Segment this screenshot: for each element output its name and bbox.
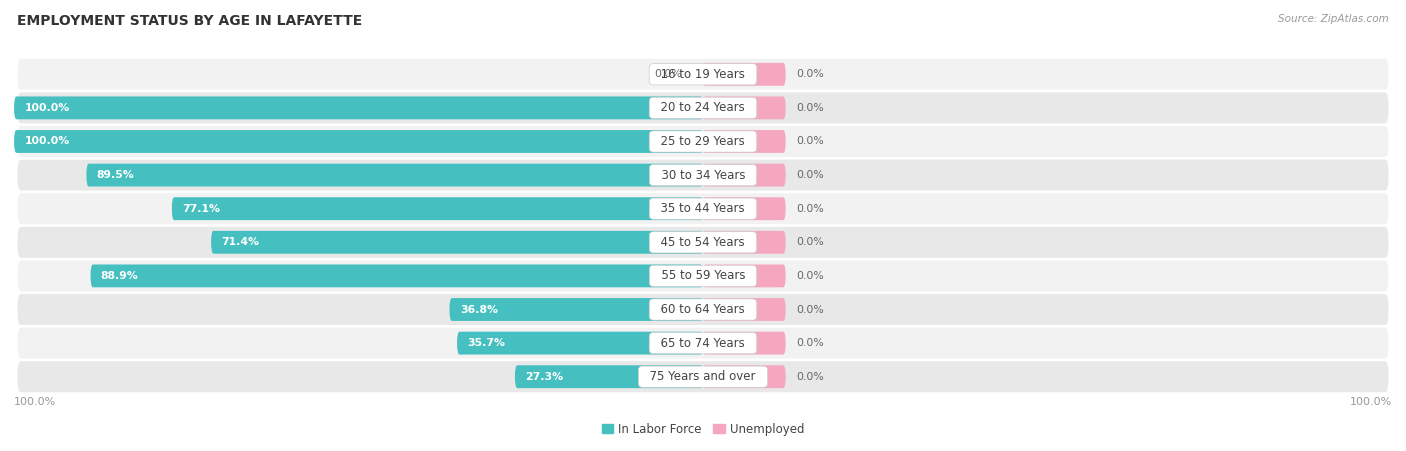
- Text: 0.0%: 0.0%: [796, 170, 824, 180]
- FancyBboxPatch shape: [703, 298, 786, 321]
- Text: 0.0%: 0.0%: [796, 372, 824, 382]
- FancyBboxPatch shape: [17, 92, 1389, 123]
- Text: 100.0%: 100.0%: [1350, 397, 1392, 407]
- Text: 0.0%: 0.0%: [796, 69, 824, 79]
- Text: 77.1%: 77.1%: [183, 204, 221, 214]
- Text: 100.0%: 100.0%: [24, 103, 70, 113]
- FancyBboxPatch shape: [703, 197, 786, 220]
- FancyBboxPatch shape: [17, 294, 1389, 325]
- FancyBboxPatch shape: [515, 365, 703, 388]
- Text: 25 to 29 Years: 25 to 29 Years: [654, 135, 752, 148]
- FancyBboxPatch shape: [703, 231, 786, 254]
- FancyBboxPatch shape: [450, 298, 703, 321]
- FancyBboxPatch shape: [172, 197, 703, 220]
- Text: 35 to 44 Years: 35 to 44 Years: [654, 202, 752, 215]
- FancyBboxPatch shape: [703, 331, 786, 354]
- Text: 0.0%: 0.0%: [796, 304, 824, 314]
- Text: 88.9%: 88.9%: [101, 271, 139, 281]
- Text: 0.0%: 0.0%: [796, 237, 824, 247]
- Text: 16 to 19 Years: 16 to 19 Years: [654, 68, 752, 81]
- Text: 20 to 24 Years: 20 to 24 Years: [654, 101, 752, 115]
- FancyBboxPatch shape: [211, 231, 703, 254]
- Text: 100.0%: 100.0%: [14, 397, 56, 407]
- Text: 36.8%: 36.8%: [460, 304, 498, 314]
- Legend: In Labor Force, Unemployed: In Labor Force, Unemployed: [602, 423, 804, 436]
- FancyBboxPatch shape: [17, 126, 1389, 157]
- Text: 0.0%: 0.0%: [796, 204, 824, 214]
- Text: 0.0%: 0.0%: [796, 338, 824, 348]
- FancyBboxPatch shape: [17, 328, 1389, 359]
- Text: Source: ZipAtlas.com: Source: ZipAtlas.com: [1278, 14, 1389, 23]
- FancyBboxPatch shape: [703, 97, 786, 120]
- Text: 27.3%: 27.3%: [526, 372, 564, 382]
- Text: 35.7%: 35.7%: [467, 338, 505, 348]
- FancyBboxPatch shape: [703, 264, 786, 287]
- Text: 71.4%: 71.4%: [221, 237, 260, 247]
- FancyBboxPatch shape: [703, 365, 786, 388]
- FancyBboxPatch shape: [14, 97, 703, 120]
- FancyBboxPatch shape: [86, 164, 703, 187]
- FancyBboxPatch shape: [703, 63, 786, 86]
- Text: 100.0%: 100.0%: [24, 137, 70, 147]
- Text: 55 to 59 Years: 55 to 59 Years: [654, 269, 752, 282]
- FancyBboxPatch shape: [90, 264, 703, 287]
- Text: 30 to 34 Years: 30 to 34 Years: [654, 169, 752, 182]
- FancyBboxPatch shape: [457, 331, 703, 354]
- Text: 0.0%: 0.0%: [796, 103, 824, 113]
- FancyBboxPatch shape: [17, 193, 1389, 224]
- Text: 65 to 74 Years: 65 to 74 Years: [654, 336, 752, 350]
- Text: 60 to 64 Years: 60 to 64 Years: [654, 303, 752, 316]
- Text: 45 to 54 Years: 45 to 54 Years: [654, 236, 752, 249]
- FancyBboxPatch shape: [17, 260, 1389, 291]
- FancyBboxPatch shape: [17, 160, 1389, 191]
- Text: 0.0%: 0.0%: [796, 271, 824, 281]
- FancyBboxPatch shape: [17, 361, 1389, 392]
- Text: 0.0%: 0.0%: [655, 69, 682, 79]
- Text: EMPLOYMENT STATUS BY AGE IN LAFAYETTE: EMPLOYMENT STATUS BY AGE IN LAFAYETTE: [17, 14, 363, 28]
- FancyBboxPatch shape: [14, 130, 703, 153]
- Text: 0.0%: 0.0%: [796, 137, 824, 147]
- FancyBboxPatch shape: [703, 130, 786, 153]
- Text: 75 Years and over: 75 Years and over: [643, 370, 763, 383]
- Text: 89.5%: 89.5%: [97, 170, 135, 180]
- FancyBboxPatch shape: [17, 59, 1389, 90]
- FancyBboxPatch shape: [703, 164, 786, 187]
- FancyBboxPatch shape: [17, 227, 1389, 258]
